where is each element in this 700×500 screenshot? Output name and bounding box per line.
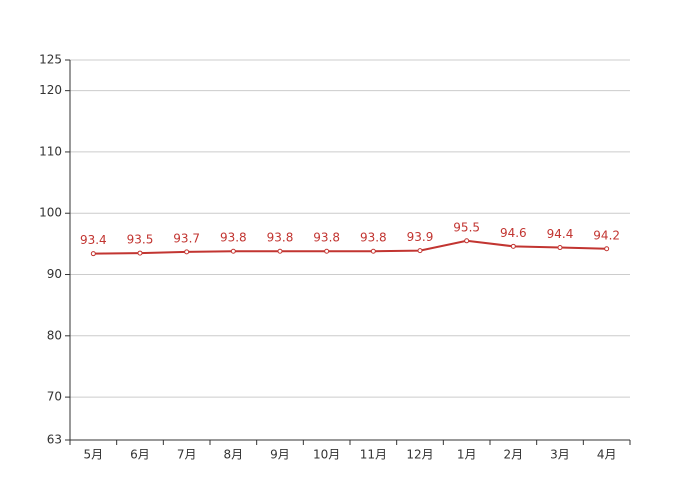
point — [137, 250, 143, 256]
x-tick-label: 1月 — [457, 448, 477, 462]
x-tick-label: 7月 — [177, 448, 197, 462]
y-tick-label: 100 — [39, 206, 62, 220]
point — [604, 246, 610, 252]
data-label: 93.8 — [267, 231, 294, 245]
x-tick-label: 3月 — [550, 448, 570, 462]
y-tick-label: 125 — [39, 53, 62, 67]
point — [184, 249, 190, 255]
x-tick-label: 11月 — [360, 448, 387, 462]
point — [370, 248, 376, 254]
data-label: 93.8 — [220, 231, 247, 245]
x-tick-label: 6月 — [130, 448, 150, 462]
data-label: 93.8 — [360, 231, 387, 245]
x-tick-label: 8月 — [224, 448, 244, 462]
data-label: 93.9 — [407, 230, 434, 244]
y-tick-label: 80 — [47, 328, 62, 342]
y-tick-label: 70 — [47, 390, 62, 404]
data-label: 93.5 — [127, 233, 154, 247]
data-label: 94.2 — [593, 228, 620, 242]
x-tick-label: 12月 — [406, 448, 433, 462]
x-tick-label: 9月 — [270, 448, 290, 462]
point — [324, 248, 330, 254]
data-label: 95.5 — [453, 220, 480, 234]
line — [93, 239, 607, 255]
x-tick-label: 2月 — [504, 448, 524, 462]
data-label: 93.7 — [173, 231, 200, 245]
point — [464, 238, 470, 244]
y-tick-label: 110 — [39, 144, 62, 158]
y-tick-label: 120 — [39, 83, 62, 97]
data-label: 94.4 — [547, 227, 574, 241]
point — [230, 248, 236, 254]
y-tick-label: 90 — [47, 267, 62, 281]
data-label: 93.8 — [313, 231, 340, 245]
x-tick-label: 10月 — [313, 448, 340, 462]
data-label: 94.6 — [500, 226, 527, 240]
point — [277, 248, 283, 254]
point — [90, 251, 96, 257]
point — [557, 245, 563, 251]
point — [417, 248, 423, 254]
x-tick-label: 5月 — [84, 448, 104, 462]
data-label: 93.4 — [80, 233, 107, 247]
x-tick-label: 4月 — [597, 448, 617, 462]
y-tick-label: 63 — [47, 433, 62, 447]
point — [510, 243, 516, 249]
